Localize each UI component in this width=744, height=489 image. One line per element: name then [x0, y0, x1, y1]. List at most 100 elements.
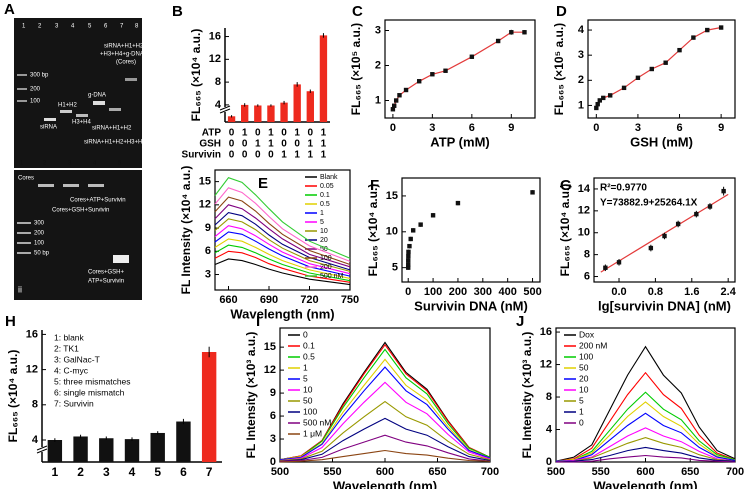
- axis-break: [219, 108, 231, 114]
- y-axis-label: FL₆₆₅ (×10⁴ a.u.): [6, 350, 20, 443]
- legend-label: 10: [320, 228, 328, 235]
- y-axis-label: FL₆₆₅ (×10⁵ a.u.): [349, 23, 363, 115]
- data-line: [214, 250, 351, 283]
- y-tick-label: 6: [584, 270, 590, 282]
- data-line: [279, 400, 491, 462]
- y-tick-label: 15: [386, 190, 398, 202]
- data-line: [595, 26, 722, 109]
- bar: [254, 105, 262, 122]
- condition-value: 1: [321, 150, 327, 161]
- x-tick-label: 6: [676, 122, 682, 134]
- y-tick-label: 1: [578, 99, 584, 111]
- x-tick-label: 100: [424, 286, 442, 298]
- lane-number: 4: [71, 24, 75, 30]
- data-point: [677, 47, 682, 53]
- data-line: [279, 358, 491, 461]
- condition-value: 0: [255, 150, 261, 161]
- plot-frame: [587, 19, 736, 119]
- data-point: [621, 85, 627, 91]
- data-line: [214, 177, 351, 259]
- data-point: [691, 35, 696, 40]
- data-line: [555, 401, 736, 462]
- bar: [150, 432, 165, 462]
- annotation: R²=0.9770: [600, 183, 647, 194]
- legend-label: 0: [303, 329, 308, 339]
- lane-number: 1: [22, 24, 26, 30]
- x-tick-label: 200: [449, 286, 467, 298]
- legend-label: 20: [320, 237, 328, 244]
- condition-value: 0: [242, 150, 248, 161]
- legend-label: 200 nM: [579, 340, 607, 350]
- gel-annotation: +H3+H4+g-DNA: [100, 52, 144, 58]
- gel-band: [17, 88, 27, 90]
- legend-label: 1 μM: [303, 428, 322, 438]
- y-axis-label: FL₆₆₅ (×10⁴ a.u.): [366, 184, 380, 277]
- data-line: [555, 446, 736, 463]
- data-point: [430, 213, 436, 218]
- data-point: [406, 265, 411, 270]
- gel-annotation: Cores+ATP+Survivin: [70, 198, 126, 204]
- data-line: [214, 225, 351, 275]
- y-tick-label: 5: [392, 262, 398, 274]
- condition-value: 0: [281, 128, 287, 139]
- condition-value: 0: [255, 128, 261, 139]
- condition-label: GSH: [199, 139, 221, 150]
- data-point: [663, 60, 668, 65]
- y-tick-label: 14: [578, 183, 591, 195]
- y-tick-label: 12: [578, 205, 590, 217]
- gel-band: [17, 242, 31, 244]
- lane-number: 7: [120, 24, 124, 30]
- gel-annotation: 50 bp: [34, 251, 50, 257]
- x-tick-label: 2.4: [721, 286, 737, 298]
- gel-band: [113, 255, 129, 263]
- gel-ii: 1 2 3 4 5 ii Cores Cores+ATP+Survivin Co…: [14, 161, 142, 300]
- gel-i: i 1 2 3 4 5 6 7 8 300 bp 200 100 H1+H2 s…: [8, 18, 146, 168]
- gel-band: [17, 232, 31, 234]
- y-tick-label: 3: [205, 268, 211, 280]
- gel-band: [63, 184, 79, 187]
- gel-band: [76, 114, 88, 117]
- y-tick-label: 12: [199, 199, 211, 211]
- bar: [124, 439, 140, 462]
- x-tick-label: 300: [474, 286, 492, 298]
- gel-background: [14, 170, 142, 300]
- legend-label: 5: [303, 373, 308, 383]
- condition-value: 1: [308, 139, 314, 150]
- x-tick-label: 750: [341, 294, 359, 306]
- x-tick-label: 700: [481, 466, 499, 478]
- bar: [176, 421, 191, 462]
- x-tick-label: 550: [323, 466, 341, 478]
- data-point: [635, 75, 641, 80]
- data-line: [279, 449, 491, 463]
- y-tick-label: 6: [205, 245, 211, 257]
- legend-label: 50: [320, 246, 328, 253]
- data-line: [279, 434, 491, 462]
- x-tick-label: 550: [592, 466, 610, 478]
- gel-annotation: 100: [34, 241, 45, 247]
- legend-label: 10: [303, 384, 313, 394]
- gel-band: [109, 108, 121, 111]
- data-point: [392, 103, 397, 108]
- data-line: [279, 366, 491, 461]
- data-point: [495, 38, 501, 44]
- x-tick-label: 400: [498, 286, 516, 298]
- data-line: [214, 196, 351, 266]
- x-axis-label: GSH (mM): [630, 134, 693, 149]
- y-tick-label: 1: [375, 94, 381, 106]
- data-point: [408, 236, 413, 242]
- legend-label: 5: [320, 219, 324, 226]
- legend-label: 0.5: [303, 351, 315, 361]
- lane-number: 5: [88, 24, 92, 30]
- legend-label: 200: [320, 264, 332, 271]
- bar: [319, 35, 328, 122]
- x-axis-label: Wavelength (nm): [333, 478, 437, 489]
- gel-annotation: H1+H2: [58, 103, 78, 109]
- y-tick-label: 10: [386, 226, 398, 238]
- legend-label: 0.05: [320, 183, 334, 190]
- y-tick-label: 10: [578, 227, 590, 239]
- bar: [201, 352, 217, 462]
- x-tick-label: 0: [593, 122, 599, 134]
- legend-label: 0.5: [320, 201, 330, 208]
- legend-label: 50: [303, 395, 313, 405]
- x-tick-label: 700: [726, 466, 744, 478]
